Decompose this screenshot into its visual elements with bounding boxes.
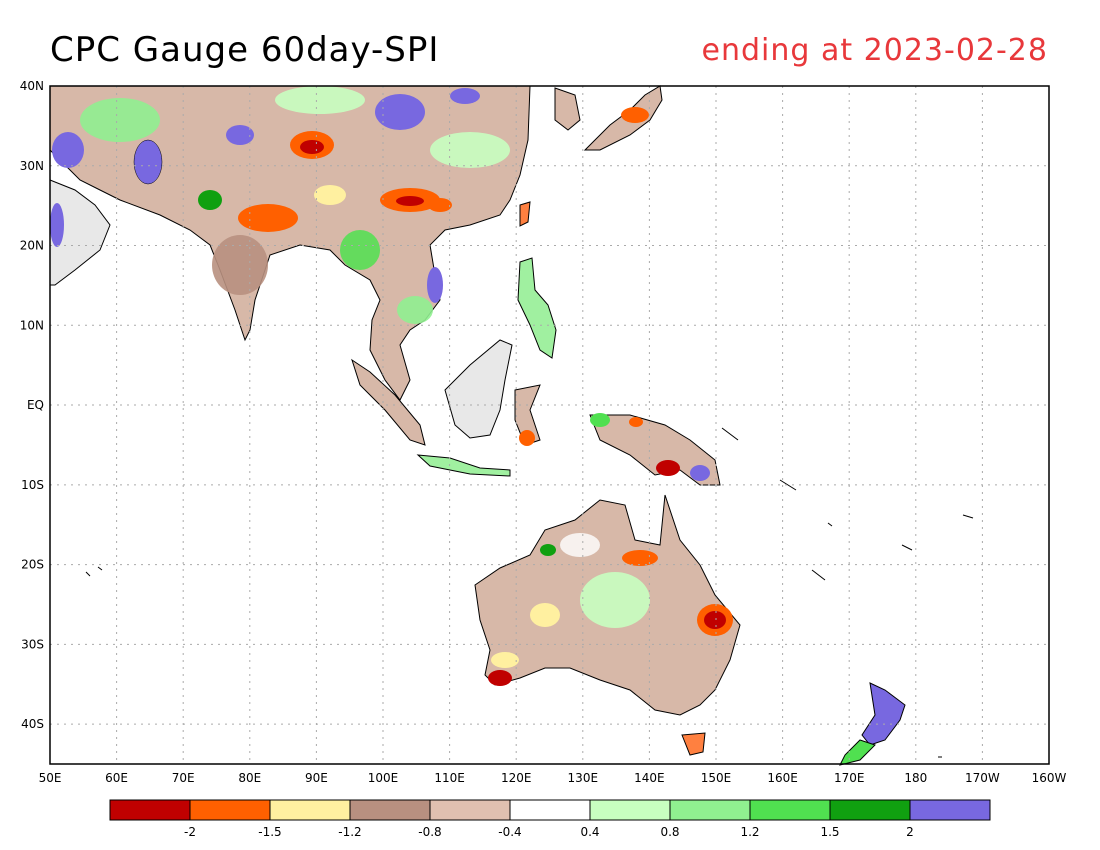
colorbar-tick-label: 2: [906, 825, 914, 839]
arabia-landmass: [49, 179, 111, 286]
lat-tick-label: 30S: [21, 637, 44, 651]
lat-tick-label: 20N: [20, 239, 44, 253]
colorbar-swatch: [189, 799, 271, 821]
colorbar-swatch: [669, 799, 751, 821]
lon-tick-label: 160W: [1032, 771, 1067, 785]
colorbar-tick-label: -0.8: [418, 825, 441, 839]
map-title: CPC Gauge 60day-SPI: [50, 30, 440, 70]
lon-tick-label: 120E: [501, 771, 532, 785]
lat-tick-label: 40N: [20, 79, 44, 93]
lon-tick-label: 160E: [767, 771, 798, 785]
lon-tick-label: 150E: [701, 771, 732, 785]
colorbar-swatch: [829, 799, 911, 821]
colorbar-swatch: [429, 799, 511, 821]
philippines-landmass: [517, 257, 557, 359]
sulawesi-landmass: [514, 384, 541, 446]
lat-tick-label: 10N: [20, 318, 44, 332]
lat-tick-label: 20S: [21, 558, 44, 572]
lon-tick-label: 60E: [105, 771, 128, 785]
new-zealand-landmass: [861, 682, 906, 746]
taiwan-landmass: [519, 201, 531, 227]
lat-tick-label: 30N: [20, 159, 44, 173]
colorbar-swatch: [589, 799, 671, 821]
colorbar-tick-label: 1.5: [820, 825, 839, 839]
lon-tick-label: 170E: [834, 771, 865, 785]
lat-tick-label: EQ: [27, 398, 44, 412]
map-gridlines: [50, 86, 1049, 764]
colorbar-tick-label: 1.2: [740, 825, 759, 839]
colorbar-swatch: [909, 799, 991, 821]
colorbar-tick-label: -1.2: [338, 825, 361, 839]
new-zealand-south-landmass: [839, 739, 876, 766]
lon-tick-label: 170W: [965, 771, 1000, 785]
lon-tick-label: 180: [904, 771, 927, 785]
korea-landmass: [554, 87, 581, 131]
spi-colorbar: [109, 799, 991, 821]
lat-tick-label: 10S: [21, 478, 44, 492]
java-landmass: [416, 454, 511, 477]
anomaly-patches: [50, 86, 733, 686]
latitude-labels: 40N 30N 20N 10N EQ 10S 20S 30S 40S: [20, 79, 44, 731]
lon-tick-label: 90E: [305, 771, 328, 785]
borneo-landmass: [444, 339, 513, 439]
colorbar-swatch: [509, 799, 591, 821]
lon-tick-label: 80E: [238, 771, 261, 785]
colorbar-swatch: [269, 799, 351, 821]
sumatra-landmass: [351, 358, 426, 446]
lon-tick-label: 100E: [368, 771, 399, 785]
colorbar-tick-label: 0.8: [660, 825, 679, 839]
pacific-islands: [85, 427, 974, 758]
longitude-labels: 50E 60E 70E 80E 90E 100E 110E 120E 130E 140E 150E 1…: [39, 771, 1067, 785]
colorbar-labels: -2 -1.5 -1.2 -0.8 -0.4 0.4 0.8 1.2 1.5 2: [184, 825, 914, 839]
lon-tick-label: 140E: [634, 771, 665, 785]
colorbar-swatch: [349, 799, 431, 821]
lon-tick-label: 50E: [39, 771, 62, 785]
lon-tick-label: 130E: [568, 771, 599, 785]
map-date-subtitle: ending at 2023-02-28: [701, 33, 1048, 68]
colorbar-tick-label: -1.5: [258, 825, 281, 839]
colorbar-tick-label: -2: [184, 825, 196, 839]
map-frame: [49, 85, 1050, 765]
land-layer: [49, 85, 906, 766]
lon-tick-label: 110E: [434, 771, 465, 785]
tasmania-landmass: [681, 732, 706, 756]
colorbar-swatch: [749, 799, 831, 821]
colorbar-tick-label: 0.4: [580, 825, 599, 839]
lat-tick-label: 40S: [21, 717, 44, 731]
colorbar-swatch: [109, 799, 191, 821]
lon-tick-label: 70E: [172, 771, 195, 785]
colorbar-tick-label: -0.4: [498, 825, 521, 839]
